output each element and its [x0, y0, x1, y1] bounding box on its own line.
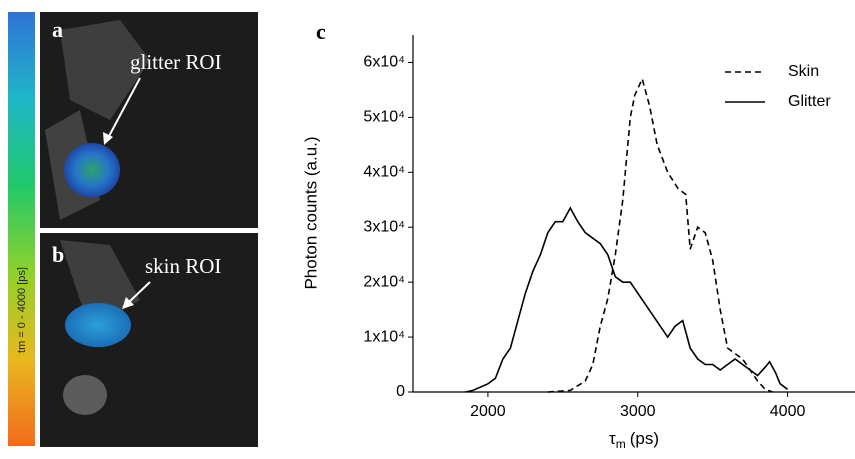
colorbar: [8, 12, 35, 446]
arrow: [107, 77, 141, 139]
annotation: glitter ROI: [130, 50, 222, 74]
series-line: [465, 206, 789, 393]
x-axis-label: τm (ps): [609, 429, 659, 451]
y-tick-label: 1x10⁴: [363, 328, 405, 345]
skin-roi: [65, 303, 131, 347]
y-axis-label: Photon counts (a.u.): [301, 136, 320, 289]
x-tick-label: 3000: [620, 403, 656, 420]
x-label-symbol: τ: [609, 429, 616, 448]
arrowhead: [122, 297, 134, 309]
texture: [60, 20, 150, 120]
glitter-roi: [64, 143, 120, 197]
y-tick-label: 0: [396, 383, 405, 400]
legend-label: Skin: [788, 63, 819, 80]
panel-label: b: [52, 242, 64, 267]
glitter-particle: [63, 375, 107, 415]
series-line: [547, 76, 773, 393]
y-tick-label: 2x10⁴: [363, 273, 405, 290]
arrow: [127, 281, 151, 304]
y-tick-label: 5x10⁴: [363, 109, 405, 126]
y-tick-label: 4x10⁴: [363, 164, 405, 181]
y-tick-label: 3x10⁴: [363, 218, 405, 235]
x-tick-label: 2000: [470, 403, 506, 420]
x-label-subscript: m: [616, 437, 626, 451]
y-tick-label: 6x10⁴: [363, 54, 405, 71]
x-label-unit: (ps): [630, 429, 659, 448]
texture: [60, 240, 140, 330]
x-tick-label: 4000: [770, 403, 806, 420]
legend-label: Glitter: [788, 93, 831, 110]
panel-label: a: [52, 17, 63, 42]
plot: 0 1x10⁴ 2x10⁴ 3x10⁴ 4x10⁴ 5x10⁴ 6x10⁴ 2000 3000 4…: [363, 35, 855, 420]
panel-label: c: [316, 19, 326, 44]
colorbar-label: tm = 0 - 4000 [ps]: [16, 267, 28, 353]
arrowhead: [103, 132, 113, 145]
annotation: skin ROI: [145, 254, 221, 278]
